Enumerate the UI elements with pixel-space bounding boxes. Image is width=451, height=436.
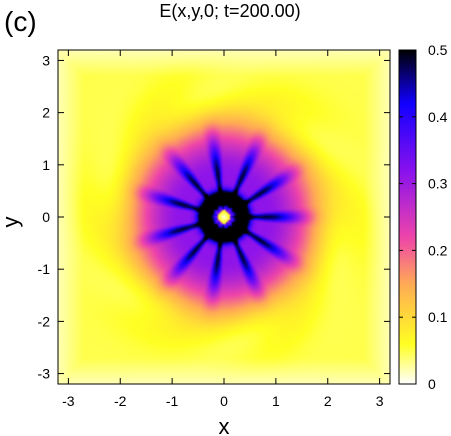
y-tick-label: 3 bbox=[42, 52, 50, 68]
x-axis-label: x bbox=[219, 414, 230, 436]
plot-area bbox=[57, 49, 391, 385]
x-tick-label: 2 bbox=[324, 393, 332, 409]
x-tick-label: 0 bbox=[220, 393, 228, 409]
colorbar-tick-label: 0 bbox=[428, 376, 436, 392]
y-tick-label: -3 bbox=[38, 366, 51, 382]
x-axis-ticks: -3 -2 -1 0 1 2 3 bbox=[62, 50, 384, 409]
y-axis-label: y bbox=[0, 217, 23, 228]
y-tick-label: 0 bbox=[42, 209, 50, 225]
colorbar-tick-label: 0.5 bbox=[428, 42, 448, 58]
x-tick-label: 1 bbox=[272, 393, 280, 409]
colorbar-tick-label: 0.1 bbox=[428, 309, 448, 325]
x-tick-label: 3 bbox=[376, 393, 384, 409]
colorbar-ticks: 0 0.1 0.2 0.3 0.4 0.5 bbox=[399, 42, 448, 392]
x-tick-label: -3 bbox=[62, 393, 75, 409]
panel-label: (c) bbox=[4, 6, 37, 37]
colorbar-tick-label: 0.3 bbox=[428, 176, 448, 192]
heatmap-image bbox=[58, 50, 390, 384]
colorbar-tick-label: 0.2 bbox=[428, 242, 448, 258]
y-tick-label: 1 bbox=[42, 157, 50, 173]
y-tick-label: -1 bbox=[38, 261, 51, 277]
y-tick-label: 2 bbox=[42, 105, 50, 121]
x-tick-label: -1 bbox=[166, 393, 179, 409]
chart-title: E(x,y,0; t=200.00) bbox=[159, 1, 300, 21]
colorbar-tick-label: 0.4 bbox=[428, 109, 448, 125]
y-axis-ticks: -3 -2 -1 0 1 2 3 bbox=[38, 52, 390, 382]
x-tick-label: -2 bbox=[114, 393, 127, 409]
colorbar bbox=[398, 49, 417, 385]
y-tick-label: -2 bbox=[38, 313, 51, 329]
